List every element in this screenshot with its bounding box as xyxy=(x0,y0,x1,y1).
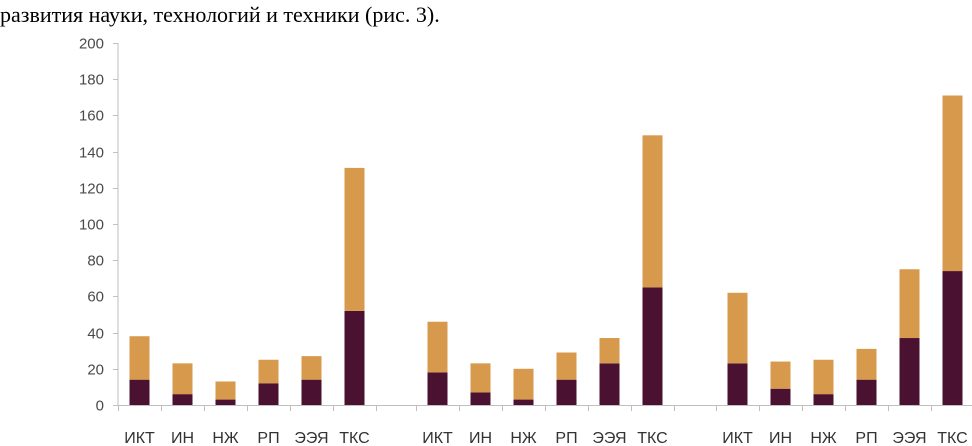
x-category-label: ТКС xyxy=(637,430,667,446)
x-category-label: ИН xyxy=(769,430,792,446)
x-category-label: РП xyxy=(257,430,279,446)
bar-segment-top xyxy=(642,135,663,288)
y-tick-label: 20 xyxy=(87,362,104,379)
bar-segment-bottom xyxy=(301,379,322,405)
x-category-label: ТКС xyxy=(937,430,967,446)
bar-segment-top xyxy=(856,348,877,380)
bar-segment-top xyxy=(344,167,365,311)
x-category-label: ТКС xyxy=(339,430,369,446)
x-category-label: РП xyxy=(855,430,877,446)
y-tick-label: 140 xyxy=(79,145,104,162)
bar-segment-bottom xyxy=(258,383,279,405)
y-tick-label: 80 xyxy=(87,253,104,270)
x-category-label: ИКТ xyxy=(422,430,453,446)
bar-segment-top xyxy=(770,361,791,389)
bar-segment-top xyxy=(813,359,834,395)
bar-segment-bottom xyxy=(599,363,620,405)
bar-segment-bottom xyxy=(172,394,193,405)
bar-segment-top xyxy=(513,368,534,400)
x-category-label: НЖ xyxy=(510,430,537,446)
y-tick-label: 160 xyxy=(79,108,104,125)
bar-segment-top xyxy=(556,352,577,380)
bar-segment-bottom xyxy=(129,379,150,405)
x-category-label: НЖ xyxy=(810,430,837,446)
bar-segment-bottom xyxy=(813,394,834,405)
bar-segment-bottom xyxy=(642,287,663,405)
y-tick-label: 100 xyxy=(79,217,104,234)
x-category-label: ЭЭЯ xyxy=(892,430,926,446)
bar-segment-bottom xyxy=(942,271,963,405)
bar-segment-bottom xyxy=(215,399,236,405)
x-category-label: РП xyxy=(555,430,577,446)
bar-segment-top xyxy=(942,95,963,272)
x-category-label: ЭЭЯ xyxy=(592,430,626,446)
bar-segment-top xyxy=(129,336,150,380)
y-tick-label: 60 xyxy=(87,289,104,306)
x-category-label: НЖ xyxy=(212,430,239,446)
x-axis: ИКТ ИН НЖ РП ЭЭЯ ТКС ИКТ ИН НЖ РП ЭЭЯ ТКС ИКТ ИН НЖ РП Э… xyxy=(118,405,972,446)
y-tick-label: 120 xyxy=(79,181,104,198)
bar-segment-top xyxy=(470,363,491,393)
bar-segment-top xyxy=(899,269,920,339)
caption-text: развития науки, технологий и техники (ри… xyxy=(0,2,440,27)
bar-segment-top xyxy=(301,356,322,380)
x-category-label: ЭЭЯ xyxy=(294,430,328,446)
bar-segment-bottom xyxy=(344,310,365,405)
x-category-label: ИН xyxy=(469,430,492,446)
bar-segment-top xyxy=(258,359,279,384)
bar-segment-bottom xyxy=(427,372,448,405)
y-tick-label: 180 xyxy=(79,72,104,89)
bar-segment-top xyxy=(215,381,236,400)
bar-segment-bottom xyxy=(470,392,491,405)
x-category-label: ИН xyxy=(171,430,194,446)
bar-segment-top xyxy=(172,363,193,395)
y-axis: 0 20 40 60 80 100 120 140 160 180 200 xyxy=(79,36,119,415)
y-tick-label: 40 xyxy=(87,326,104,343)
bar-segment-bottom xyxy=(556,379,577,405)
bar-segment-top xyxy=(727,292,748,364)
bars xyxy=(129,95,963,405)
bar-segment-bottom xyxy=(770,388,791,405)
y-tick-label: 0 xyxy=(96,398,104,415)
bar-segment-bottom xyxy=(727,363,748,405)
bar-segment-bottom xyxy=(899,338,920,405)
bar-segment-top xyxy=(427,321,448,373)
x-category-label: ИКТ xyxy=(124,430,155,446)
bar-segment-bottom xyxy=(513,399,534,405)
y-tick-label: 200 xyxy=(79,36,104,53)
bar-segment-top xyxy=(599,338,620,364)
bar-segment-bottom xyxy=(856,379,877,405)
x-category-label: ИКТ xyxy=(722,430,753,446)
